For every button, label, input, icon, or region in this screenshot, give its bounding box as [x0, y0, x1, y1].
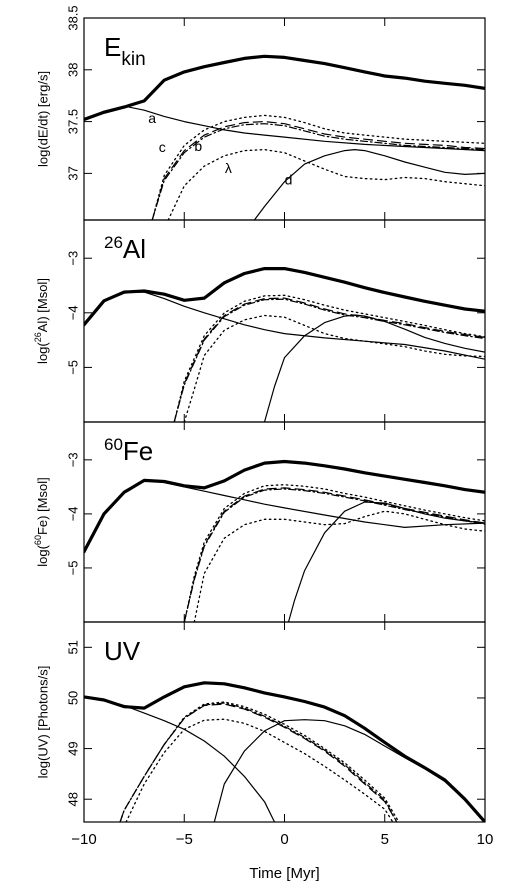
panel-label: Ekin [104, 32, 146, 70]
curve-label: c [159, 139, 166, 155]
x-tick-label: 10 [477, 831, 494, 848]
series-line-dotted [125, 718, 394, 822]
series-line-thick [84, 459, 485, 554]
series-line-thick [84, 681, 485, 822]
series-line-dashdot [119, 702, 398, 822]
panel-frame [83, 621, 486, 823]
series-line-thick [84, 267, 485, 327]
x-tick-label: −10 [71, 831, 96, 848]
curve-label: b [194, 138, 202, 154]
y-tick-label: −5 [65, 360, 80, 375]
y-tick-label: −4 [65, 506, 80, 521]
y-tick-label: −3 [65, 452, 80, 467]
series-line-dashed [173, 297, 485, 422]
series-line-solid [84, 479, 485, 553]
y-tick-label: 51 [65, 640, 80, 654]
series-line-dotted [193, 510, 485, 622]
y-tick-label: 38.5 [65, 5, 80, 30]
series-line-dotted [167, 148, 485, 220]
y-axis-label: log(dE/dt) [erg/s] [35, 71, 50, 167]
series-line-dashed [151, 121, 485, 220]
panel-1: 37 37.5 38 38.5 log(dE/dt) [erg/s] Ekin ac b λ d [35, 5, 486, 221]
series-line-thick [84, 54, 485, 122]
curve-label: λ [225, 160, 232, 176]
y-tick-label: 48 [65, 792, 80, 806]
series-line-solid [84, 696, 276, 822]
y-axis-label: log(UV) [Photons/s] [35, 666, 50, 779]
series-group [84, 681, 485, 822]
panel-label: UV [104, 636, 141, 666]
series-line-dashdot [151, 123, 485, 220]
y-tick-label: 38 [65, 63, 80, 77]
curve-label: d [285, 171, 293, 187]
series-line-solid [84, 105, 485, 152]
panel-label: 26Al [104, 233, 146, 264]
y-tick-label: 37 [65, 166, 80, 180]
y-tick-label: 50 [65, 691, 80, 705]
panel-label: 60Fe [104, 435, 153, 466]
x-tick-label: 0 [280, 831, 288, 848]
series-line-solid [84, 291, 485, 360]
y-axis-label: log(26Al) [Msol] [33, 278, 50, 364]
panel-4: 48 49 50 51 log(UV) [Photons/s] UV [35, 621, 486, 823]
series-group [84, 267, 485, 422]
series-line-solid [263, 314, 485, 422]
series-line-solid [213, 719, 485, 822]
x-axis-label: Time [Myr] [249, 865, 319, 882]
y-tick-label: 37.5 [65, 109, 80, 134]
series-line-solid [253, 149, 485, 220]
y-tick-label: 49 [65, 741, 80, 755]
y-tick-label: −4 [65, 305, 80, 320]
series-line-dotted [183, 314, 485, 422]
y-tick-label: −5 [65, 561, 80, 576]
series-line-dotted [119, 701, 400, 822]
series-line-dotted [173, 294, 485, 422]
series-line-dashed [183, 487, 485, 622]
series-group [84, 54, 485, 220]
panel-3: −5 −4 −3 log(60Fe) [Msol] 60Fe [33, 421, 486, 623]
y-axis-label: log(60Fe) [Msol] [33, 477, 50, 567]
series-group [84, 459, 485, 622]
series-line-dotted [183, 484, 485, 622]
series-line-solid [287, 501, 485, 622]
x-tick-label: 5 [381, 831, 389, 848]
panel-2: −5 −4 −3 log(26Al) [Msol] 26Al [33, 219, 486, 423]
curve-label: a [148, 110, 156, 126]
series-line-dotted [151, 114, 485, 220]
series-line-dashdot [183, 488, 485, 622]
x-tick-label: −5 [176, 831, 193, 848]
series-line-dashdot [173, 298, 485, 422]
y-tick-label: −3 [65, 251, 80, 266]
